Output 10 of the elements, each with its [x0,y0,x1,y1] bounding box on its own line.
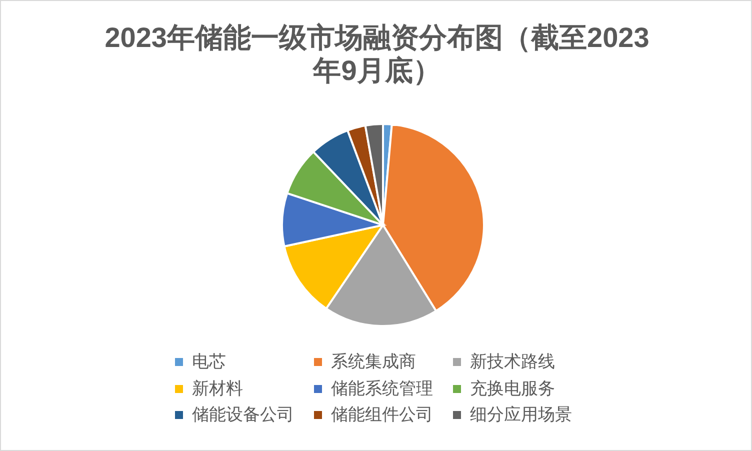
legend-label: 新技术路线 [470,351,555,373]
legend-label: 电芯 [192,351,226,373]
legend-label: 系统集成商 [331,351,416,373]
legend-label: 储能设备公司 [192,404,294,426]
legend-label: 储能组件公司 [331,404,433,426]
legend-label: 新材料 [192,378,243,400]
legend-label: 储能系统管理 [331,378,433,400]
legend-label: 细分应用场景 [470,404,572,426]
chart-title: 2023年储能一级市场融资分布图（截至2023年9月底） [104,21,650,87]
legend-label: 充换电服务 [470,378,555,400]
